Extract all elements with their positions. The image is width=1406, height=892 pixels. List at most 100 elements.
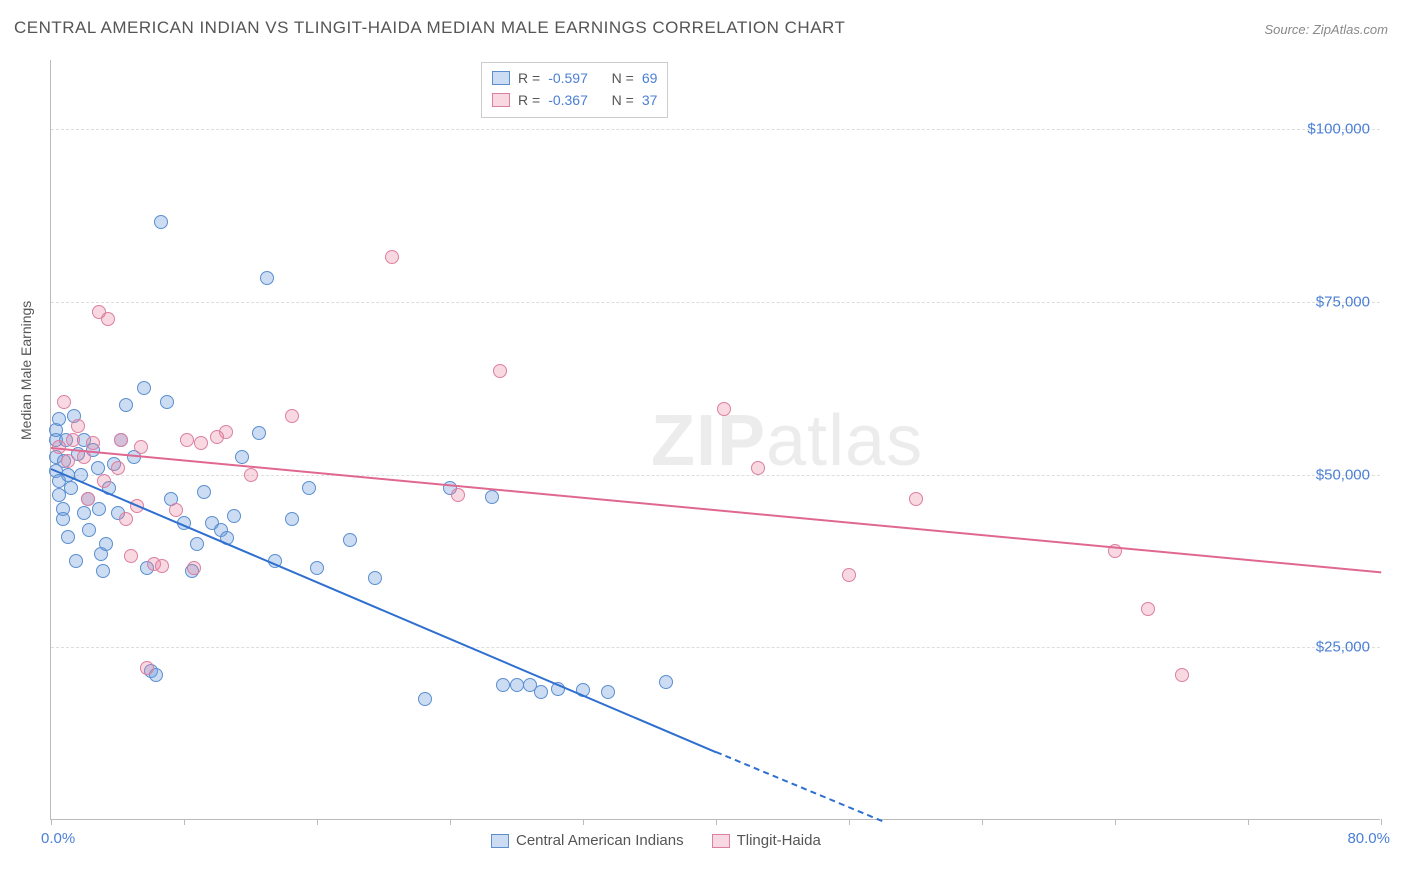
data-point	[154, 215, 168, 229]
data-point	[160, 395, 174, 409]
data-point	[119, 512, 133, 526]
data-point	[66, 433, 80, 447]
data-point	[244, 468, 258, 482]
x-tick	[982, 819, 983, 825]
trend-line-extrapolated	[716, 751, 883, 822]
data-point	[510, 678, 524, 692]
data-point	[82, 523, 96, 537]
data-point	[190, 537, 204, 551]
data-point	[197, 485, 211, 499]
data-point	[751, 461, 765, 475]
x-tick	[849, 819, 850, 825]
data-point	[451, 488, 465, 502]
watermark: ZIPatlas	[651, 400, 923, 482]
data-point	[187, 561, 201, 575]
series-name-0: Central American Indians	[516, 832, 684, 849]
series-name-1: Tlingit-Haida	[737, 832, 821, 849]
x-tick	[1248, 819, 1249, 825]
data-point	[57, 395, 71, 409]
x-tick	[1115, 819, 1116, 825]
legend-row-series-1: R = -0.367 N = 37	[492, 89, 657, 111]
data-point	[252, 426, 266, 440]
r-label: R =	[518, 89, 540, 111]
data-point	[285, 409, 299, 423]
y-tick-label: $25,000	[1316, 639, 1370, 656]
x-axis-min-label: 0.0%	[41, 830, 75, 847]
gridline	[51, 129, 1380, 130]
data-point	[99, 537, 113, 551]
swatch-series-0	[492, 71, 510, 85]
data-point	[485, 490, 499, 504]
source-prefix: Source:	[1264, 22, 1312, 37]
data-point	[81, 492, 95, 506]
x-tick	[184, 819, 185, 825]
watermark-rest: atlas	[766, 401, 923, 481]
y-axis-title: Median Male Earnings	[18, 301, 34, 440]
series-legend: Central American Indians Tlingit-Haida	[491, 832, 821, 849]
data-point	[180, 433, 194, 447]
data-point	[194, 436, 208, 450]
data-point	[137, 381, 151, 395]
swatch-series-1	[712, 834, 730, 848]
y-tick-label: $50,000	[1316, 466, 1370, 483]
data-point	[659, 675, 673, 689]
data-point	[493, 364, 507, 378]
data-point	[169, 503, 183, 517]
x-tick	[1381, 819, 1382, 825]
data-point	[71, 419, 85, 433]
data-point	[227, 509, 241, 523]
x-tick	[450, 819, 451, 825]
correlation-chart: CENTRAL AMERICAN INDIAN VS TLINGIT-HAIDA…	[0, 0, 1406, 892]
n-value-0: 69	[642, 67, 658, 89]
chart-title: CENTRAL AMERICAN INDIAN VS TLINGIT-HAIDA…	[14, 18, 845, 38]
data-point	[534, 685, 548, 699]
data-point	[114, 433, 128, 447]
data-point	[285, 512, 299, 526]
x-tick	[716, 819, 717, 825]
data-point	[52, 412, 66, 426]
data-point	[56, 512, 70, 526]
source-name: ZipAtlas.com	[1313, 22, 1388, 37]
data-point	[111, 461, 125, 475]
y-tick-label: $100,000	[1307, 121, 1370, 138]
watermark-bold: ZIP	[651, 401, 766, 481]
n-label: N =	[612, 89, 634, 111]
data-point	[92, 502, 106, 516]
x-tick	[51, 819, 52, 825]
r-value-0: -0.597	[548, 67, 588, 89]
data-point	[124, 549, 138, 563]
r-label: R =	[518, 67, 540, 89]
legend-item-1: Tlingit-Haida	[712, 832, 821, 849]
data-point	[86, 436, 100, 450]
data-point	[155, 559, 169, 573]
data-point	[69, 554, 83, 568]
data-point	[368, 571, 382, 585]
data-point	[842, 568, 856, 582]
data-point	[909, 492, 923, 506]
data-point	[101, 312, 115, 326]
x-axis-max-label: 80.0%	[1347, 830, 1390, 847]
data-point	[260, 271, 274, 285]
data-point	[302, 481, 316, 495]
data-point	[97, 474, 111, 488]
swatch-series-1	[492, 93, 510, 107]
n-label: N =	[612, 67, 634, 89]
gridline	[51, 302, 1380, 303]
data-point	[134, 440, 148, 454]
legend-row-series-0: R = -0.597 N = 69	[492, 67, 657, 89]
r-value-1: -0.367	[548, 89, 588, 111]
data-point	[385, 250, 399, 264]
data-point	[119, 398, 133, 412]
data-point	[64, 481, 78, 495]
data-point	[96, 564, 110, 578]
x-tick	[583, 819, 584, 825]
data-point	[418, 692, 432, 706]
data-point	[496, 678, 510, 692]
plot-area: ZIPatlas R = -0.597 N = 69 R = -0.367 N …	[50, 60, 1380, 820]
data-point	[1175, 668, 1189, 682]
data-point	[91, 461, 105, 475]
y-tick-label: $75,000	[1316, 293, 1370, 310]
data-point	[343, 533, 357, 547]
n-value-1: 37	[642, 89, 658, 111]
data-point	[310, 561, 324, 575]
